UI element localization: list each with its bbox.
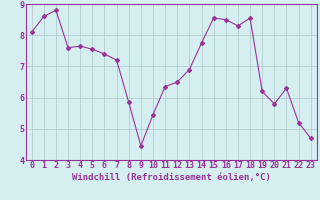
X-axis label: Windchill (Refroidissement éolien,°C): Windchill (Refroidissement éolien,°C) (72, 173, 271, 182)
